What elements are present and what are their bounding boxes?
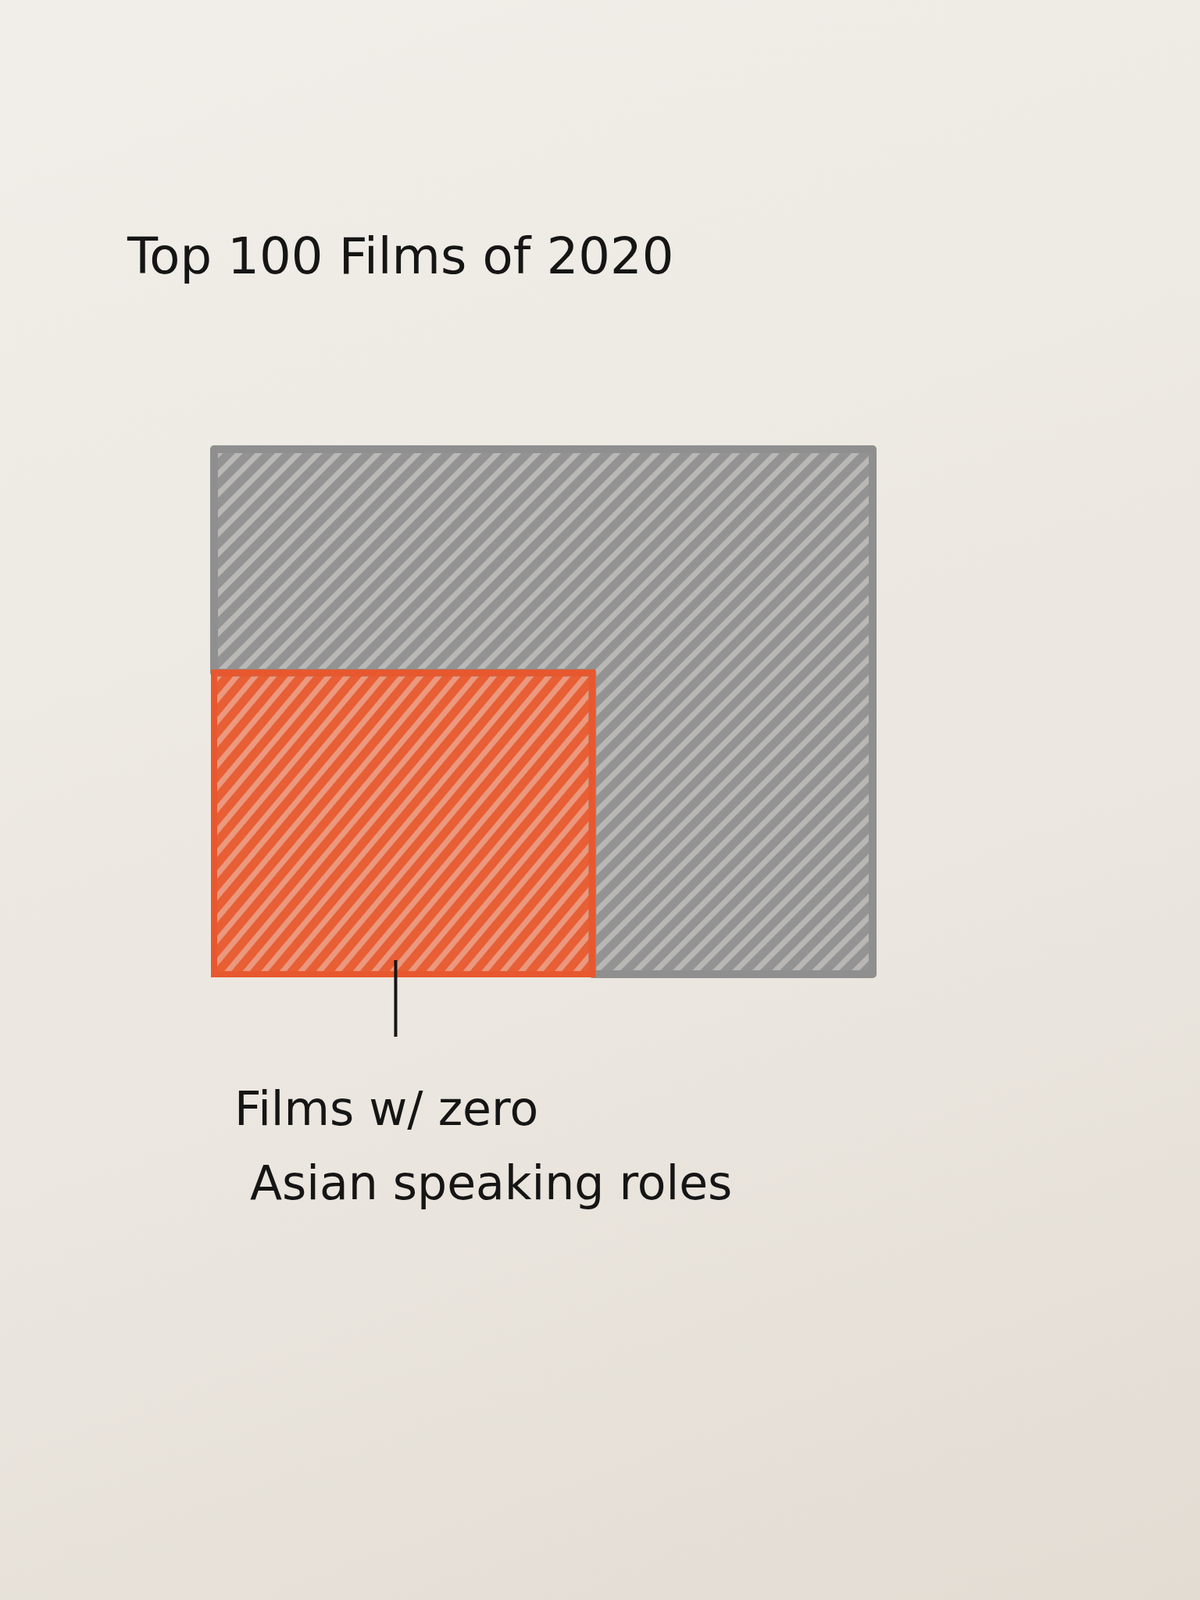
highlight-area bbox=[214, 672, 593, 975]
leader-line bbox=[393, 960, 397, 1037]
title: Top 100 Films of 2020 bbox=[126, 227, 675, 286]
plot bbox=[214, 449, 873, 975]
chart-svg: Top 100 Films of 2020 Films w/ zeroAsian … bbox=[0, 0, 1200, 1600]
chart-root: Top 100 Films of 2020 Films w/ zeroAsian … bbox=[0, 0, 1200, 1600]
remainder-area bbox=[214, 449, 873, 975]
category-label: Films w/ zeroAsian speaking roles bbox=[234, 1081, 733, 1211]
